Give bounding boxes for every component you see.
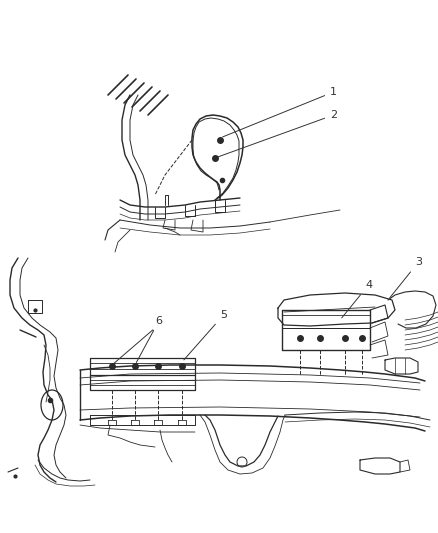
Text: 1: 1 [223, 87, 337, 137]
Text: 3: 3 [390, 257, 422, 298]
Text: 4: 4 [342, 280, 372, 318]
Text: 2: 2 [218, 110, 337, 157]
Text: 5: 5 [184, 310, 227, 360]
Text: 6: 6 [155, 316, 162, 326]
